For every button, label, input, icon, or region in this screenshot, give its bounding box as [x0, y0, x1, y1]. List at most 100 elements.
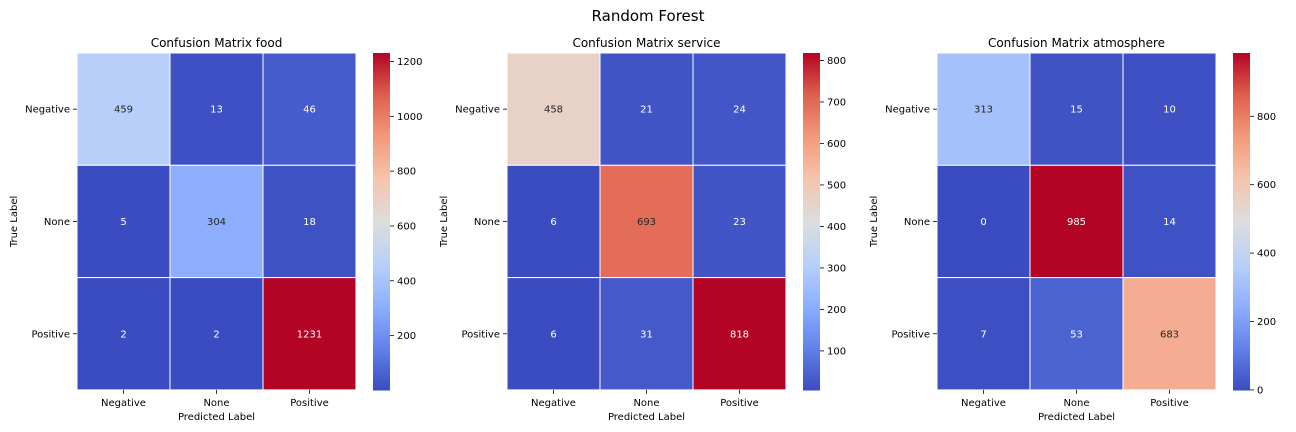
colorbar-segment — [803, 316, 820, 321]
cell-value-label: 458 — [544, 105, 563, 116]
colorbar-segment — [1233, 294, 1250, 298]
colorbar-segment — [803, 103, 820, 107]
colorbar-segment — [373, 294, 390, 298]
colorbar-segment — [373, 339, 390, 343]
colorbar-segment — [803, 288, 820, 293]
colorbar-segment — [803, 55, 820, 60]
colorbar-segment — [1233, 176, 1250, 180]
colorbar — [803, 53, 820, 391]
colorbar-tick-label: 400 — [397, 276, 416, 287]
colorbar-segment — [373, 297, 390, 301]
colorbar-segment — [803, 286, 820, 290]
cell-value-label: 5 — [120, 217, 126, 228]
chart-title: Confusion Matrix food — [151, 36, 283, 50]
colorbar-segment — [373, 260, 390, 265]
colorbar-segment — [373, 134, 390, 138]
colorbar-segment — [1233, 131, 1250, 136]
colorbar-segment — [803, 339, 820, 343]
colorbar-segment — [1233, 350, 1250, 355]
colorbar-segment — [803, 123, 820, 127]
colorbar-segment — [373, 359, 390, 363]
colorbar-segment — [803, 319, 820, 324]
colorbar-segment — [803, 350, 820, 355]
colorbar-segment — [1233, 229, 1250, 234]
colorbar-segment — [803, 187, 820, 192]
colorbar-segment — [803, 86, 820, 91]
colorbar-segment — [1233, 81, 1250, 85]
colorbar-segment — [373, 179, 390, 183]
colorbar-segment — [1233, 154, 1250, 158]
heatmap-cell — [169, 164, 264, 279]
heatmap-cell — [76, 52, 171, 166]
colorbar-segment — [373, 229, 390, 234]
colorbar-segment — [1233, 123, 1250, 127]
colorbar-segment — [373, 53, 390, 57]
colorbar-segment — [803, 61, 820, 65]
colorbar-segment — [373, 168, 390, 172]
colorbar-segment — [1233, 339, 1250, 343]
colorbar-segment — [803, 95, 820, 99]
y-tick-label-none: None — [474, 217, 500, 228]
colorbar-tick-label: 600 — [827, 139, 846, 150]
figure-title: Random Forest — [592, 7, 705, 25]
colorbar-segment — [803, 308, 820, 312]
colorbar-segment — [1233, 170, 1250, 175]
colorbar-segment — [1233, 361, 1250, 366]
colorbar-segment — [803, 221, 820, 225]
colorbar-tick-label: 400 — [1257, 249, 1276, 260]
colorbar-segment — [1233, 64, 1250, 68]
colorbar-segment — [803, 207, 820, 211]
colorbar-segment — [1233, 173, 1250, 178]
colorbar-segment — [803, 176, 820, 180]
colorbar-segment — [373, 286, 390, 290]
colorbar-segment — [803, 370, 820, 374]
heatmap-cell — [599, 164, 694, 279]
colorbar-segment — [373, 241, 390, 245]
colorbar-segment — [803, 196, 820, 200]
colorbar-segment — [803, 274, 820, 279]
colorbar-segment — [373, 235, 390, 239]
colorbar-segment — [1233, 241, 1250, 245]
colorbar-segment — [373, 83, 390, 88]
colorbar-segment — [803, 255, 820, 259]
colorbar-segment — [373, 75, 390, 79]
colorbar-segment — [1233, 280, 1250, 284]
colorbar-segment — [1233, 291, 1250, 296]
colorbar-segment — [373, 109, 390, 113]
colorbar-segment — [373, 125, 390, 130]
y-tick-label-negative: Negative — [885, 105, 930, 116]
colorbar-segment — [803, 64, 820, 68]
colorbar-segment — [373, 249, 390, 253]
colorbar-tick-label: 100 — [827, 346, 846, 357]
colorbar-segment — [1233, 302, 1250, 307]
colorbar-segment — [803, 204, 820, 209]
heatmap-cell — [1029, 277, 1124, 391]
colorbar-segment — [373, 384, 390, 388]
colorbar-segment — [373, 165, 390, 169]
heatmap-panel-2: 458 21 24 6 693 23 6 31 818 Confusion Matrix serv… — [439, 36, 846, 423]
colorbar-segment — [1233, 145, 1250, 150]
colorbar-segment — [373, 145, 390, 150]
heatmap-panel-3: 313 15 10 0 985 14 7 53 683 Confusion Matrix atmo… — [869, 36, 1276, 423]
colorbar-segment — [1233, 330, 1250, 335]
colorbar-tick-label: 800 — [827, 56, 846, 67]
colorbar-segment — [1233, 78, 1250, 82]
colorbar-segment — [803, 159, 820, 164]
colorbar-segment — [803, 361, 820, 366]
colorbar-segment — [373, 364, 390, 369]
colorbar-segment — [1233, 359, 1250, 363]
colorbar-segment — [803, 271, 820, 276]
colorbar-segment — [803, 344, 820, 349]
colorbar-segment — [373, 375, 390, 380]
colorbar-segment — [373, 257, 390, 262]
colorbar-segment — [1233, 257, 1250, 262]
heatmap-cell — [1122, 52, 1217, 166]
colorbar-segment — [373, 190, 390, 194]
colorbar-segment — [1233, 367, 1250, 371]
colorbar-segment — [373, 266, 390, 270]
colorbar-segment — [1233, 75, 1250, 79]
colorbar-segment — [1233, 319, 1250, 324]
colorbar-segment — [803, 109, 820, 113]
colorbar-tick-label: 400 — [827, 222, 846, 233]
